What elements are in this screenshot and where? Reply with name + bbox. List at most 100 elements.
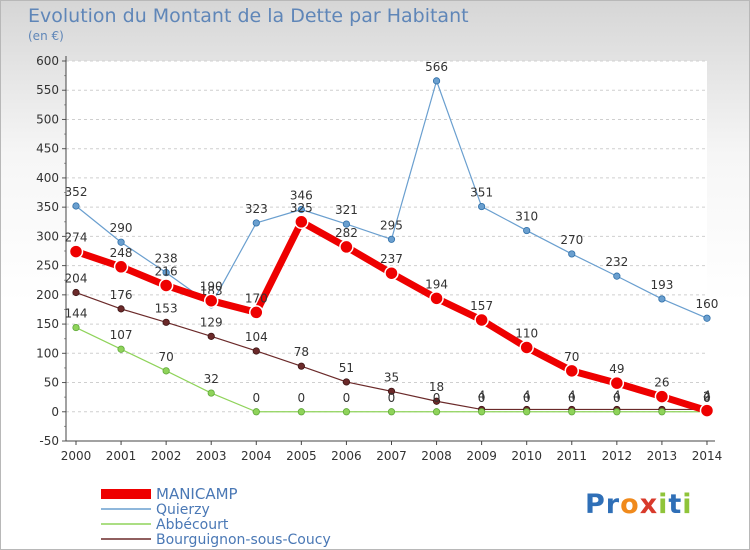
logo-letter: t [668, 489, 683, 520]
data-label: 51 [339, 361, 354, 375]
data-point [117, 345, 125, 353]
data-point [162, 269, 170, 277]
logo-letter: i [682, 489, 693, 520]
x-tick-label: 2004 [241, 449, 272, 463]
data-label: 190 [200, 280, 223, 294]
data-label: 49 [609, 362, 624, 376]
logo-letter: i [658, 489, 669, 520]
y-tick-label: -50 [39, 434, 59, 448]
y-tick-label: 550 [36, 83, 59, 97]
data-point [162, 367, 170, 375]
data-label: 4 [478, 388, 486, 402]
data-label: 2 [703, 390, 711, 404]
data-point [297, 362, 305, 370]
data-label: 144 [65, 307, 88, 321]
x-tick-label: 2014 [692, 449, 723, 463]
data-label: 78 [294, 345, 309, 359]
data-label: 237 [380, 252, 403, 266]
data-point [429, 291, 444, 306]
data-label: 176 [110, 288, 133, 302]
y-tick-label: 250 [36, 259, 59, 273]
data-point [478, 202, 486, 211]
x-tick-label: 2010 [511, 449, 542, 463]
data-point [339, 239, 354, 255]
legend-label: Bourguignon-sous-Coucy [156, 532, 331, 548]
proxiti-logo: Proxiti [585, 489, 693, 520]
legend-label: Quierzy [156, 502, 210, 518]
data-point [609, 375, 625, 391]
data-label: 104 [245, 330, 268, 344]
data-point [203, 293, 219, 308]
data-point [699, 403, 715, 418]
data-point [474, 312, 489, 328]
logo-letter: P [585, 489, 606, 520]
data-point [613, 272, 621, 280]
data-label: 321 [335, 203, 358, 217]
data-label: 194 [425, 277, 448, 291]
data-label: 274 [65, 231, 88, 245]
data-label: 216 [155, 264, 178, 278]
legend-label: MANICAMP [156, 485, 238, 503]
logo-letter: o [620, 489, 640, 520]
data-label: 0 [613, 391, 621, 405]
data-label: 0 [523, 391, 531, 405]
data-point [249, 305, 264, 320]
chart-subtitle: (en €) [28, 29, 64, 43]
data-point [342, 220, 351, 228]
data-label: 295 [380, 218, 403, 232]
data-point [654, 389, 670, 404]
x-tick-label: 2008 [421, 449, 452, 463]
data-label: 232 [605, 255, 628, 269]
data-label: 183 [200, 284, 223, 298]
data-label: 107 [110, 328, 133, 342]
data-label: 346 [290, 188, 313, 202]
data-point [432, 397, 441, 405]
data-label: 352 [65, 185, 88, 199]
y-tick-label: 450 [36, 142, 59, 156]
y-tick-label: 400 [36, 171, 59, 185]
data-label: 0 [703, 391, 711, 405]
data-label: 238 [155, 252, 178, 266]
y-tick-label: 600 [36, 54, 59, 68]
data-label: 0 [343, 391, 351, 405]
data-point [568, 250, 576, 258]
data-point [162, 318, 170, 326]
x-tick-label: 2003 [196, 449, 227, 463]
data-label: 323 [245, 202, 268, 216]
chart-title: Evolution du Montant de la Dette par Hab… [28, 5, 469, 27]
data-point [72, 202, 80, 210]
data-point [72, 323, 80, 332]
y-tick-label: 100 [36, 346, 59, 360]
x-tick-label: 2001 [106, 449, 137, 463]
data-label: 35 [384, 370, 399, 384]
data-point [252, 347, 260, 355]
data-label: 325 [290, 201, 313, 215]
data-point [297, 408, 305, 416]
data-point [342, 378, 351, 386]
data-point [252, 408, 260, 416]
data-point [658, 408, 666, 416]
logo-letter: r [605, 489, 621, 520]
x-tick-label: 2005 [286, 449, 317, 463]
data-label: 248 [110, 246, 133, 260]
data-label: 193 [650, 278, 673, 292]
data-label: 290 [110, 221, 133, 235]
x-tick-label: 2007 [376, 449, 407, 463]
data-label: 4 [523, 388, 531, 402]
x-tick-label: 2011 [556, 449, 587, 463]
data-label: 0 [478, 391, 486, 405]
y-tick-label: 350 [36, 200, 59, 214]
data-point [387, 235, 396, 243]
y-tick-label: 300 [36, 229, 59, 243]
y-tick-label: 50 [44, 376, 59, 390]
data-point [432, 408, 441, 416]
data-point [207, 332, 215, 340]
data-label: 18 [429, 380, 444, 394]
data-label: 351 [470, 186, 493, 200]
data-label: 0 [252, 391, 260, 405]
data-point [252, 219, 260, 227]
data-point [658, 295, 666, 303]
data-label: 70 [564, 350, 579, 364]
data-point [72, 288, 80, 297]
